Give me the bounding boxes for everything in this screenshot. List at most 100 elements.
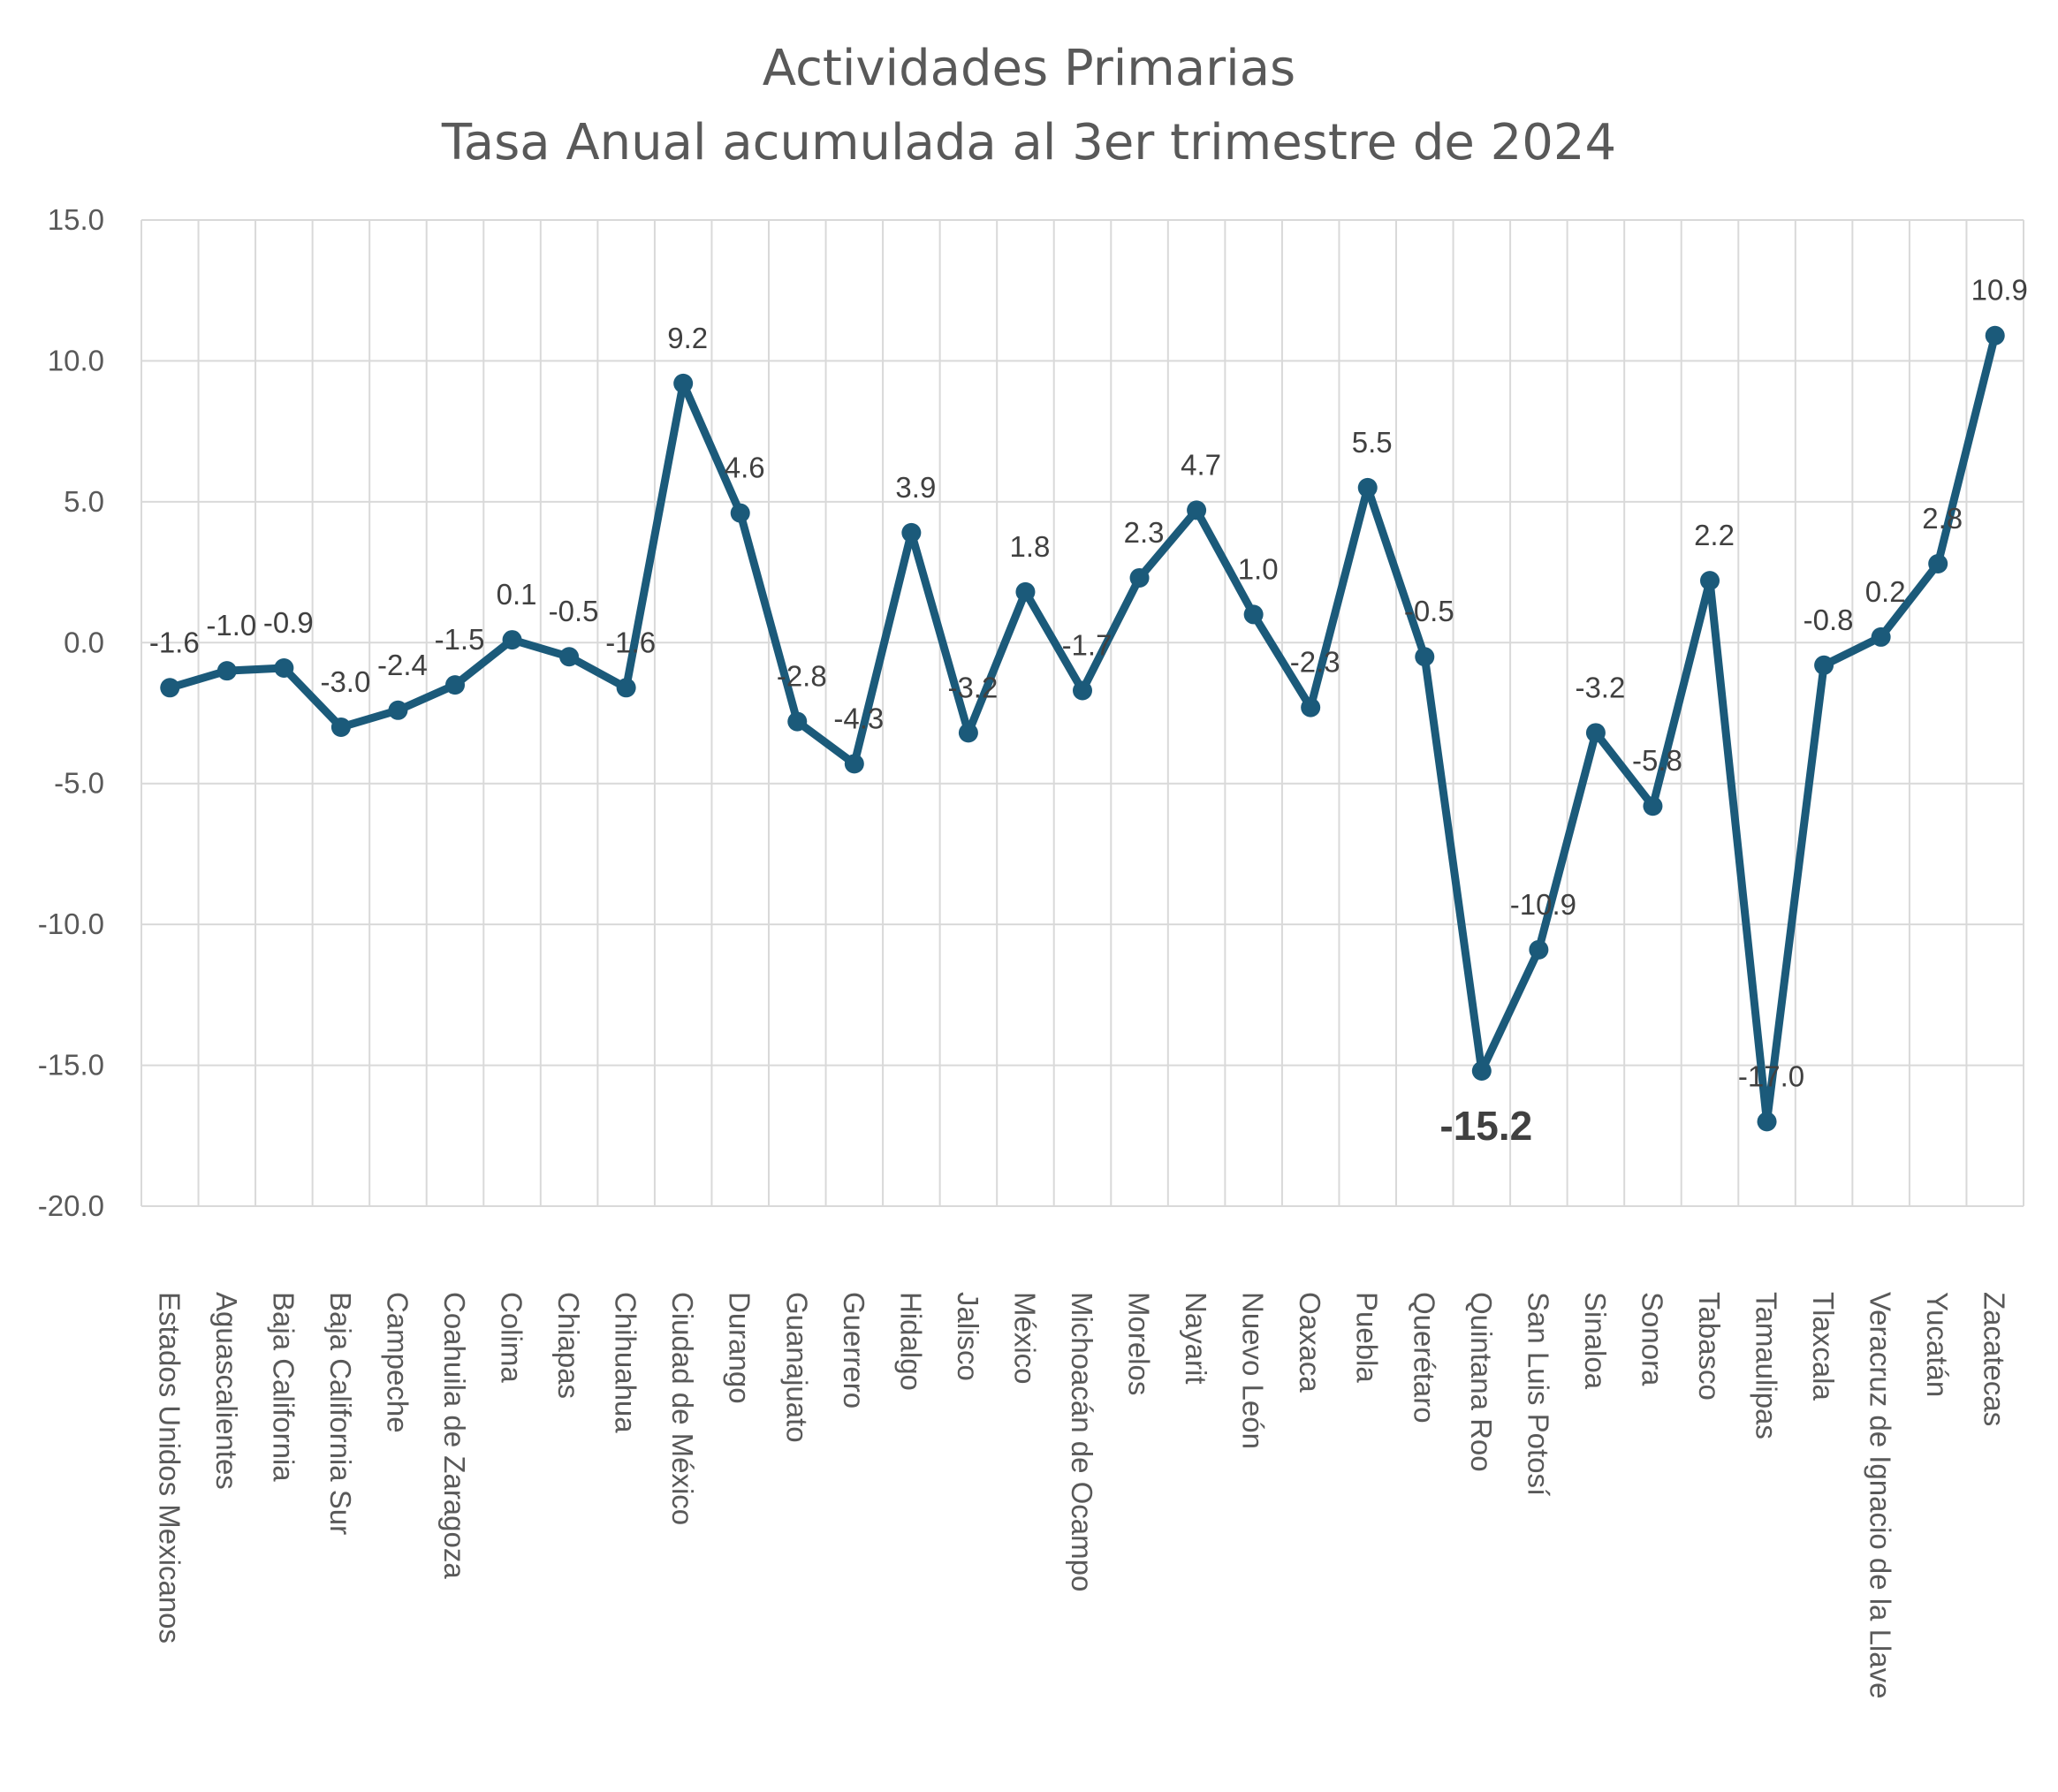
data-point xyxy=(330,717,351,737)
data-point xyxy=(1814,655,1834,675)
data-label: -1.6 xyxy=(149,626,200,658)
x-tick-label: Querétaro xyxy=(1408,1292,1440,1424)
x-tick-label: Oaxaca xyxy=(1294,1292,1326,1393)
x-tick-label: Estados Unidos Mexicanos xyxy=(153,1292,186,1644)
data-label: -10.9 xyxy=(1510,888,1576,921)
chart-title-line-1: Actividades Primarias xyxy=(762,40,1296,97)
data-point xyxy=(673,373,694,393)
y-tick-label: 15.0 xyxy=(48,203,104,236)
data-point xyxy=(559,647,580,667)
data-label: -3.2 xyxy=(947,671,998,703)
data-label: -5.8 xyxy=(1632,744,1682,777)
data-point xyxy=(787,711,808,732)
data-point xyxy=(160,678,180,698)
data-point xyxy=(1471,1060,1492,1081)
y-axis-ticks: 15.0 10.0 5.0 0.0 -5.0 -10.0 -15.0 -20.0 xyxy=(38,203,104,1222)
x-tick-label: Chiapas xyxy=(552,1292,585,1399)
data-point xyxy=(958,723,978,743)
data-point xyxy=(901,522,922,543)
x-tick-label: Durango xyxy=(724,1292,756,1404)
data-point xyxy=(216,661,237,681)
x-tick-label: Tabasco xyxy=(1693,1292,1726,1401)
data-label: 5.5 xyxy=(1352,426,1393,459)
x-tick-label: Nuevo León xyxy=(1237,1292,1270,1449)
x-tick-label: Campeche xyxy=(381,1292,414,1433)
data-label: -3.0 xyxy=(320,665,370,698)
data-label: -0.9 xyxy=(263,606,314,639)
data-label: 3.9 xyxy=(895,471,936,504)
data-point xyxy=(1415,647,1435,667)
data-point xyxy=(1073,680,1092,701)
data-point xyxy=(1129,567,1150,588)
y-tick-label: -15.0 xyxy=(38,1049,104,1082)
data-label: 10.9 xyxy=(1971,274,2028,307)
data-label: 2.3 xyxy=(1124,516,1165,549)
data-point xyxy=(1643,796,1663,816)
data-label: -3.2 xyxy=(1575,671,1625,703)
x-tick-label: Jalisco xyxy=(952,1292,984,1381)
x-tick-label: Zacatecas xyxy=(1978,1292,2011,1426)
data-point xyxy=(1187,500,1207,520)
data-point xyxy=(1871,626,1891,647)
x-tick-label: Chihuahua xyxy=(610,1292,642,1433)
data-point xyxy=(844,754,864,774)
data-label: 2.2 xyxy=(1694,519,1735,551)
gridlines xyxy=(140,219,2024,1207)
data-point xyxy=(1357,477,1378,497)
x-tick-label: Baja California xyxy=(267,1292,300,1482)
data-label: -1.7 xyxy=(1062,628,1113,661)
data-label: -1.0 xyxy=(206,609,256,642)
x-tick-label: Aguascalientes xyxy=(210,1292,243,1490)
x-tick-label: Tamaulipas xyxy=(1750,1292,1783,1439)
data-labels: -1.6-1.0 -0.9-3.0-2.4-1.50.1-0.5-1.69.24.… xyxy=(149,274,2028,1149)
y-tick-label: 5.0 xyxy=(64,485,104,518)
data-label: -0.8 xyxy=(1804,604,1854,636)
chart-title: Actividades Primarias Tasa Anual acumula… xyxy=(0,32,2058,180)
x-axis-ticks: Estados Unidos Mexicanos Aguascalientes Ba… xyxy=(153,1292,2010,1698)
data-label: -2.8 xyxy=(777,660,827,693)
data-label: 2.8 xyxy=(1922,502,1963,535)
series xyxy=(160,325,2005,1132)
x-tick-label: Baja California Sur xyxy=(324,1292,357,1535)
x-tick-label: Coahuila de Zaragoza xyxy=(438,1292,471,1579)
data-point xyxy=(1585,723,1606,743)
x-tick-label: Sinaloa xyxy=(1579,1292,1612,1390)
series-line xyxy=(165,331,2000,1126)
y-tick-label: -10.0 xyxy=(38,907,104,940)
data-label: 4.6 xyxy=(725,452,765,484)
x-tick-label: Morelos xyxy=(1123,1292,1156,1395)
data-point xyxy=(1985,325,2005,345)
x-tick-label: Michoacán de Ocampo xyxy=(1066,1292,1098,1591)
data-point xyxy=(1529,939,1549,960)
data-point xyxy=(502,630,522,650)
data-label: -4.3 xyxy=(833,702,884,734)
x-tick-label: Quintana Roo xyxy=(1465,1292,1498,1472)
data-label: -2.4 xyxy=(377,649,428,681)
data-point xyxy=(730,503,750,523)
data-label: -1.5 xyxy=(435,623,485,656)
x-tick-label: Puebla xyxy=(1351,1292,1384,1383)
y-tick-label: 0.0 xyxy=(64,626,104,658)
chart-title-line-2: Tasa Anual acumulada al 3er trimestre de… xyxy=(441,114,1617,171)
x-tick-label: Guanajuato xyxy=(780,1292,813,1443)
y-tick-label: -5.0 xyxy=(54,767,104,800)
data-label: 4.7 xyxy=(1181,448,1221,481)
data-label: 9.2 xyxy=(667,322,708,354)
x-tick-label: Tlaxcala xyxy=(1807,1292,1840,1401)
data-point xyxy=(274,657,294,678)
data-label: 1.0 xyxy=(1238,552,1279,585)
x-tick-label: Ciudad de México xyxy=(666,1292,699,1525)
data-label: -0.5 xyxy=(1404,595,1454,627)
data-label: 0.1 xyxy=(497,578,537,611)
data-point xyxy=(616,678,636,698)
data-label: -1.6 xyxy=(605,626,656,658)
data-label: 0.2 xyxy=(1865,575,1906,608)
data-point xyxy=(445,675,465,695)
x-tick-label: San Luis Potosí xyxy=(1522,1292,1554,1496)
data-point xyxy=(1015,581,1036,602)
y-tick-label: 10.0 xyxy=(48,344,104,376)
x-tick-label: Veracruz de Ignacio de la Llave xyxy=(1864,1292,1897,1698)
data-point xyxy=(1301,697,1321,718)
x-tick-label: Nayarit xyxy=(1180,1292,1212,1385)
